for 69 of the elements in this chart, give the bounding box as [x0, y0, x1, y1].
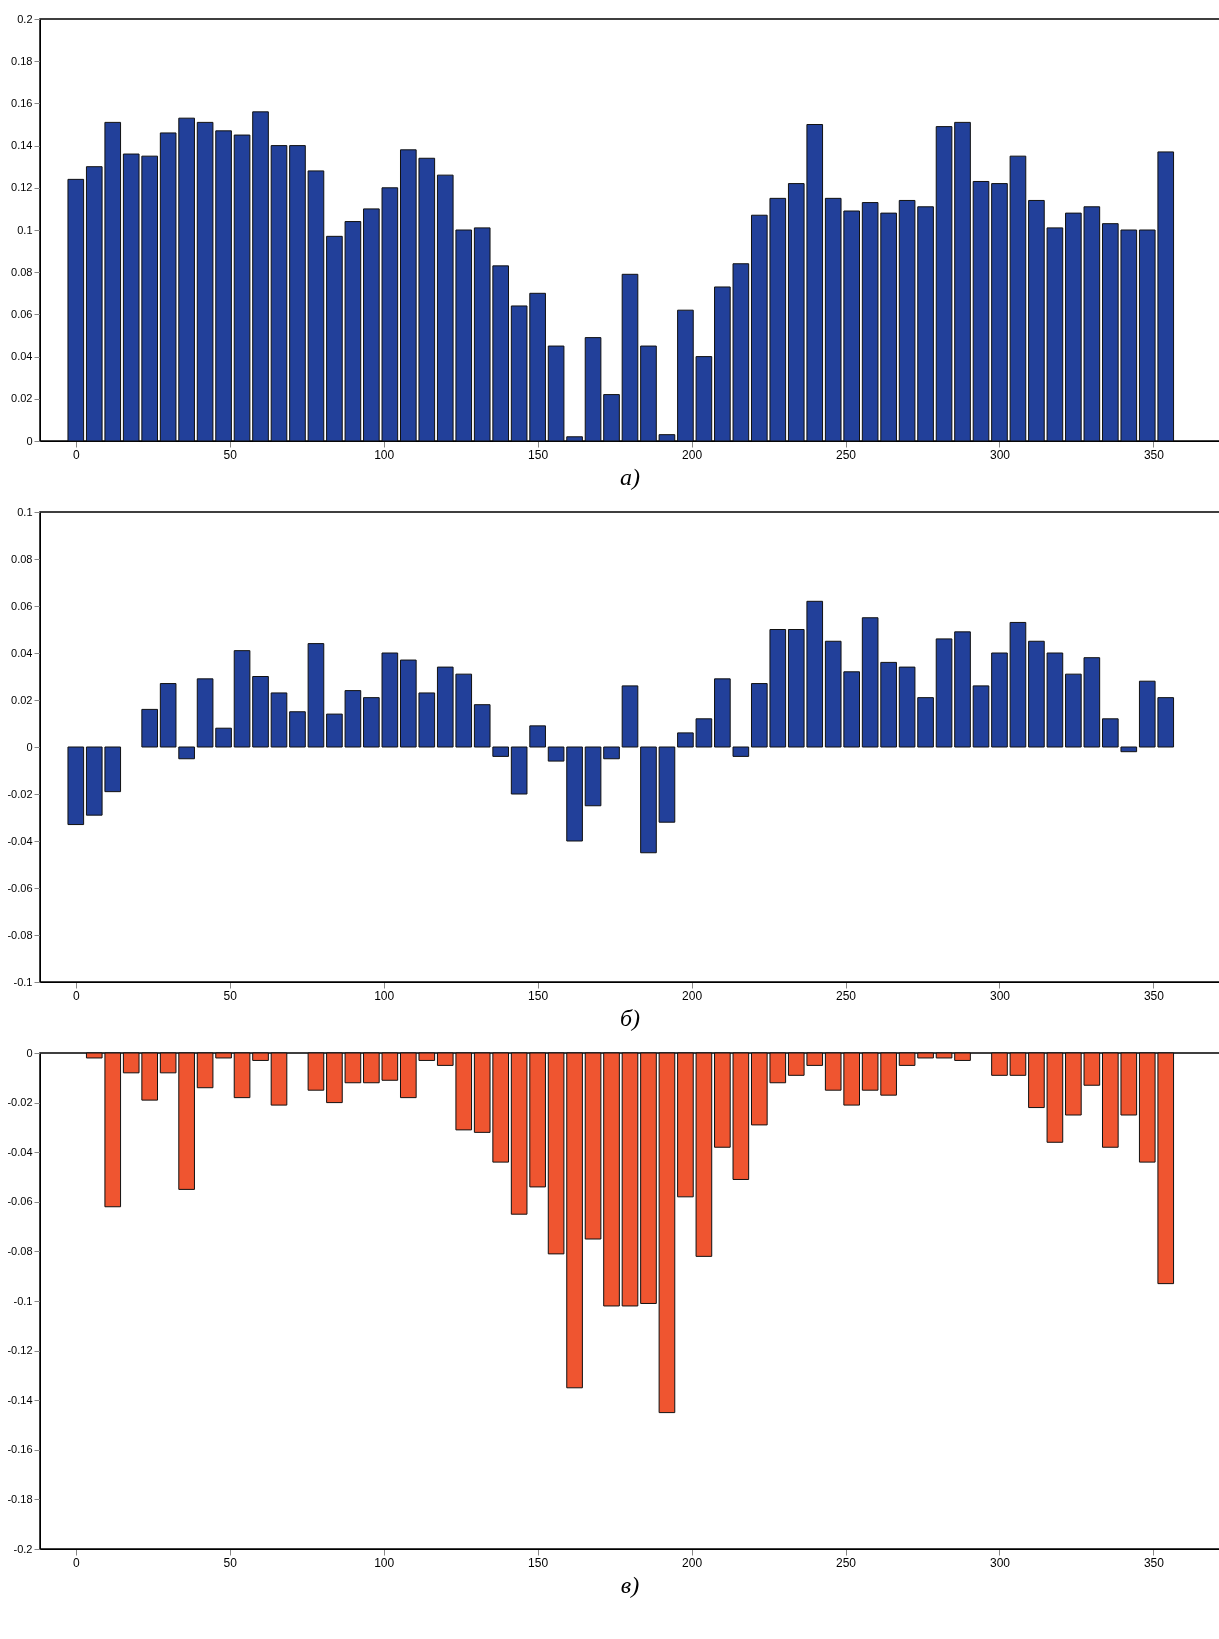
y-tick-label: 0.1 [17, 223, 33, 236]
y-tick-label: 0.1 [17, 505, 33, 518]
x-tick-label: 300 [989, 1555, 1011, 1570]
x-tick-label: 350 [1143, 447, 1165, 462]
x-tick-label: 200 [682, 1555, 703, 1570]
x-tick-label: 300 [989, 447, 1011, 462]
bar [621, 685, 639, 748]
y-tick-label: 0.04 [11, 350, 33, 363]
x-tick-label: 300 [989, 988, 1011, 1003]
y-tick-label: 0.08 [11, 552, 33, 565]
y-tick-label: -0.1 [13, 975, 33, 988]
x-tick-label: 250 [836, 1555, 857, 1570]
y-tick-label: -0.08 [7, 928, 33, 941]
y-tick-label: 0 [26, 740, 33, 753]
x-tick-label: 250 [836, 447, 857, 462]
y-tick-label: -0.14 [7, 1393, 33, 1406]
y-tick-label: -0.12 [7, 1344, 33, 1357]
x-tick-label: 0 [72, 447, 80, 462]
y-tick-label: 0.06 [11, 307, 33, 320]
x-tick-label: 350 [1143, 1555, 1165, 1570]
y-tick-label: -0.2 [13, 1542, 33, 1555]
y-tick-label: 0.16 [11, 96, 33, 109]
x-tick-label: 150 [528, 447, 549, 462]
bar [270, 692, 288, 748]
x-tick-label: 200 [682, 447, 703, 462]
text: а) [620, 464, 640, 490]
y-tick-label: 0 [26, 1046, 33, 1059]
x-tick-label: 200 [682, 988, 703, 1003]
y-tick-label: 0.04 [11, 646, 33, 659]
x-tick-label: 50 [223, 988, 238, 1003]
bar [972, 180, 990, 442]
bar [270, 145, 288, 442]
y-tick-label: 0.02 [11, 392, 33, 405]
bar [67, 746, 85, 826]
y-tick-label: 0.12 [11, 181, 33, 194]
y-tick-label: 0.18 [11, 54, 33, 67]
x-tick-label: 0 [72, 1555, 80, 1570]
x-tick-label: 100 [374, 447, 395, 462]
y-tick-label: 0.02 [11, 693, 33, 706]
bar [67, 178, 85, 442]
x-tick-label: 150 [528, 1555, 549, 1570]
y-tick-label: 0.2 [17, 12, 33, 25]
y-tick-label: -0.06 [7, 1195, 33, 1208]
y-tick-label: 0.14 [11, 139, 33, 152]
y-tick-label: -0.02 [7, 787, 33, 800]
x-tick-label: 0 [72, 988, 80, 1003]
y-tick-label: -0.18 [7, 1492, 33, 1505]
y-tick-label: 0 [26, 434, 33, 447]
y-tick-label: -0.04 [7, 1145, 33, 1158]
x-tick-label: 250 [836, 988, 857, 1003]
text: б) [619, 1005, 641, 1031]
x-tick-label: 150 [528, 988, 549, 1003]
x-tick-label: 100 [374, 988, 395, 1003]
y-tick-label: -0.08 [7, 1244, 33, 1257]
x-tick-label: 50 [223, 1555, 238, 1570]
x-tick-label: 350 [1143, 988, 1165, 1003]
y-tick-label: 0.06 [11, 599, 33, 612]
x-tick-label: 50 [223, 447, 238, 462]
y-tick-label: -0.1 [13, 1294, 33, 1307]
y-tick-label: 0.08 [11, 265, 33, 278]
x-tick-label: 100 [374, 1555, 395, 1570]
y-tick-label: -0.04 [7, 834, 33, 847]
text: в) [620, 1572, 640, 1598]
bar [141, 708, 159, 748]
bar [621, 273, 639, 442]
y-tick-label: -0.16 [7, 1443, 33, 1456]
y-tick-label: -0.02 [7, 1096, 33, 1109]
y-tick-label: -0.06 [7, 881, 33, 894]
bar [972, 685, 990, 748]
